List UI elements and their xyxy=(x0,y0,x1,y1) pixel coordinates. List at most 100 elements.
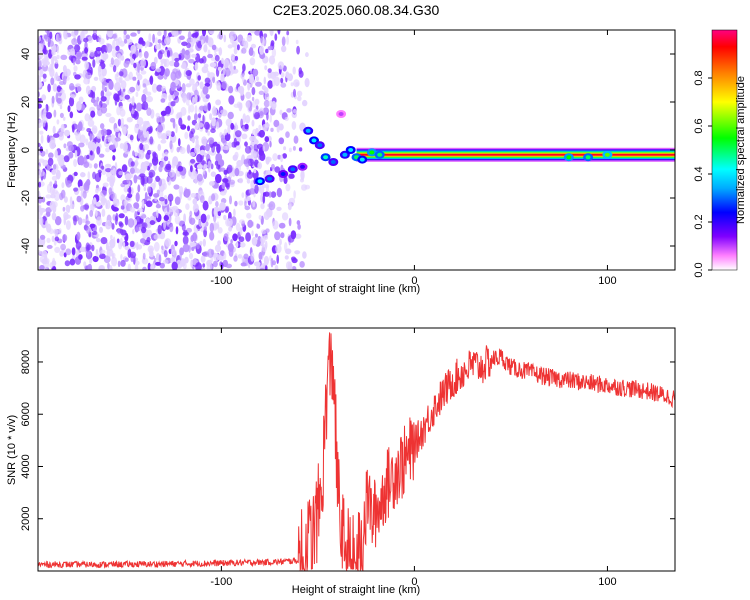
spectrogram-noise-cell xyxy=(38,109,41,118)
spectrogram-noise-cell xyxy=(291,121,297,130)
spectrogram-noise-cell xyxy=(90,66,93,76)
spectrogram-noise-cell xyxy=(198,190,204,195)
spectrogram-noise-cell xyxy=(80,172,86,178)
spectrogram-noise-cell xyxy=(187,115,191,121)
spectrogram-noise-cell xyxy=(259,267,265,270)
spectrogram-noise-cell xyxy=(255,81,262,87)
spectrogram-x-tick-label: 100 xyxy=(598,275,616,287)
spectrogram-noise-cell xyxy=(156,200,160,205)
spectrogram-noise-cell xyxy=(106,200,111,210)
spectrogram-noise-cell xyxy=(116,53,122,59)
spectrogram-noise-cell xyxy=(245,91,252,100)
colorbar: 0.0 0.2 0.4 0.6 0.8 Normalized spectral ampl… xyxy=(693,29,747,278)
spectrogram-noise-cell xyxy=(163,155,169,162)
spectrogram-noise-cell xyxy=(45,220,49,229)
spectrogram-noise-cell xyxy=(210,128,216,134)
spectrogram-noise-cell xyxy=(75,59,81,65)
spectrogram-noise-cell xyxy=(244,158,251,168)
spectrogram-noise-cell xyxy=(118,241,123,250)
spectrogram-noise-cell xyxy=(122,142,128,152)
spectrogram-noise-cell xyxy=(139,168,146,175)
spectrogram-noise-cell xyxy=(259,45,265,55)
spectrogram-noise-cell xyxy=(111,49,118,58)
spectrogram-noise-cell xyxy=(187,125,190,132)
spectrogram-noise-cell xyxy=(111,133,114,144)
spectrogram-noise-cell xyxy=(54,236,60,242)
spectrogram-noise-cell xyxy=(46,104,49,112)
spectrogram-noise-cell xyxy=(276,187,283,198)
spectrogram-noise-cell xyxy=(233,208,236,217)
colorbar-label: Normalized spectral amplitude xyxy=(735,76,747,224)
spectrogram-noise-cell xyxy=(39,234,46,240)
spectrogram-noise-cell xyxy=(112,155,116,161)
spectrogram-noise-cell xyxy=(137,30,141,35)
spectrogram-noise-cell xyxy=(82,157,88,165)
spectrogram-noise-cell xyxy=(185,70,192,76)
spectrogram-noise-cell xyxy=(280,232,285,239)
spectrogram-noise-cell xyxy=(197,113,202,119)
spectrogram-noise-cell xyxy=(68,96,75,107)
spectrogram-noise-cell xyxy=(220,134,225,141)
spectrogram-noise-cell xyxy=(163,215,169,221)
spectrogram-noise-cell xyxy=(241,47,247,54)
spectrogram-noise-cell xyxy=(211,117,217,127)
spectrogram-noise-cell xyxy=(277,30,281,35)
spectrogram-noise-cell xyxy=(120,80,127,90)
spectrogram-noise-cell xyxy=(238,177,244,184)
spectrogram-transition-core xyxy=(338,112,344,116)
spectrogram-noise-cell xyxy=(222,65,226,76)
spectrogram-noise-cell xyxy=(123,60,130,68)
spectrogram-noise-cell xyxy=(277,61,285,70)
spectrogram-noise-cell xyxy=(241,192,245,199)
spectrogram-noise-cell xyxy=(52,203,57,214)
spectrogram-noise-cell xyxy=(64,129,70,137)
spectrogram-noise-cell xyxy=(264,65,268,71)
spectrogram-noise-cell xyxy=(173,61,180,68)
spectrogram-noise-cell xyxy=(149,75,154,85)
spectrogram-noise-cell xyxy=(56,45,59,54)
spectrogram-noise-cell xyxy=(62,75,67,86)
spectrogram-noise-cell xyxy=(152,151,157,158)
spectrogram-noise-cell xyxy=(89,209,94,218)
spectrogram-noise-cell xyxy=(38,196,43,204)
spectrogram-noise-cell xyxy=(43,254,48,265)
spectrogram-noise-cell xyxy=(234,122,238,131)
spectrogram-noise-cell xyxy=(141,199,145,209)
spectrogram-noise-cell xyxy=(118,71,124,77)
spectrogram-noise-cell xyxy=(157,31,162,37)
spectrogram-noise-cell xyxy=(211,106,218,117)
spectrogram-noise-cell xyxy=(239,227,243,236)
spectrogram-noise-cell xyxy=(217,240,222,246)
spectrogram-noise-cell xyxy=(249,135,256,142)
spectrogram-noise-cell xyxy=(69,258,76,266)
spectrogram-noise-cell xyxy=(133,110,139,120)
spectrogram-noise-cell xyxy=(191,246,195,251)
spectrogram-noise-cell xyxy=(234,200,238,207)
spectrogram-noise-cell xyxy=(304,77,310,88)
spectrogram-noise-cell xyxy=(223,128,228,136)
spectrogram-noise-cell xyxy=(71,31,75,37)
spectrogram-noise-cell xyxy=(209,113,213,121)
spectrogram-noise-cell xyxy=(63,155,70,163)
spectrogram-noise-cell xyxy=(202,114,205,124)
spectrogram-noise-cell xyxy=(100,123,105,130)
spectrogram-noise-cell xyxy=(192,232,198,242)
spectrogram-noise-cell xyxy=(38,142,41,148)
spectrogram-noise-cell xyxy=(164,165,172,173)
spectrogram-noise-cell xyxy=(280,82,287,88)
spectrogram-noise-cell xyxy=(93,163,98,169)
spectrogram-noise-cell xyxy=(51,235,55,243)
spectrogram-noise-cell xyxy=(74,256,82,265)
spectrogram-noise-cell xyxy=(288,200,292,210)
spectrogram-noise-cell xyxy=(245,101,251,109)
spectrogram-noise-cell xyxy=(124,38,128,44)
spectrogram-noise-cell xyxy=(140,238,146,244)
spectrogram-transition-core xyxy=(323,155,329,160)
spectrogram-noise-cell xyxy=(141,163,148,170)
spectrogram-noise-cell xyxy=(110,191,115,200)
spectrogram-noise-cell xyxy=(286,35,289,45)
spectrogram-noise-cell xyxy=(117,260,121,267)
spectrogram-noise-cell xyxy=(264,123,270,128)
spectrogram-noise-cell xyxy=(106,177,110,182)
spectrogram-noise-cell xyxy=(259,152,266,162)
